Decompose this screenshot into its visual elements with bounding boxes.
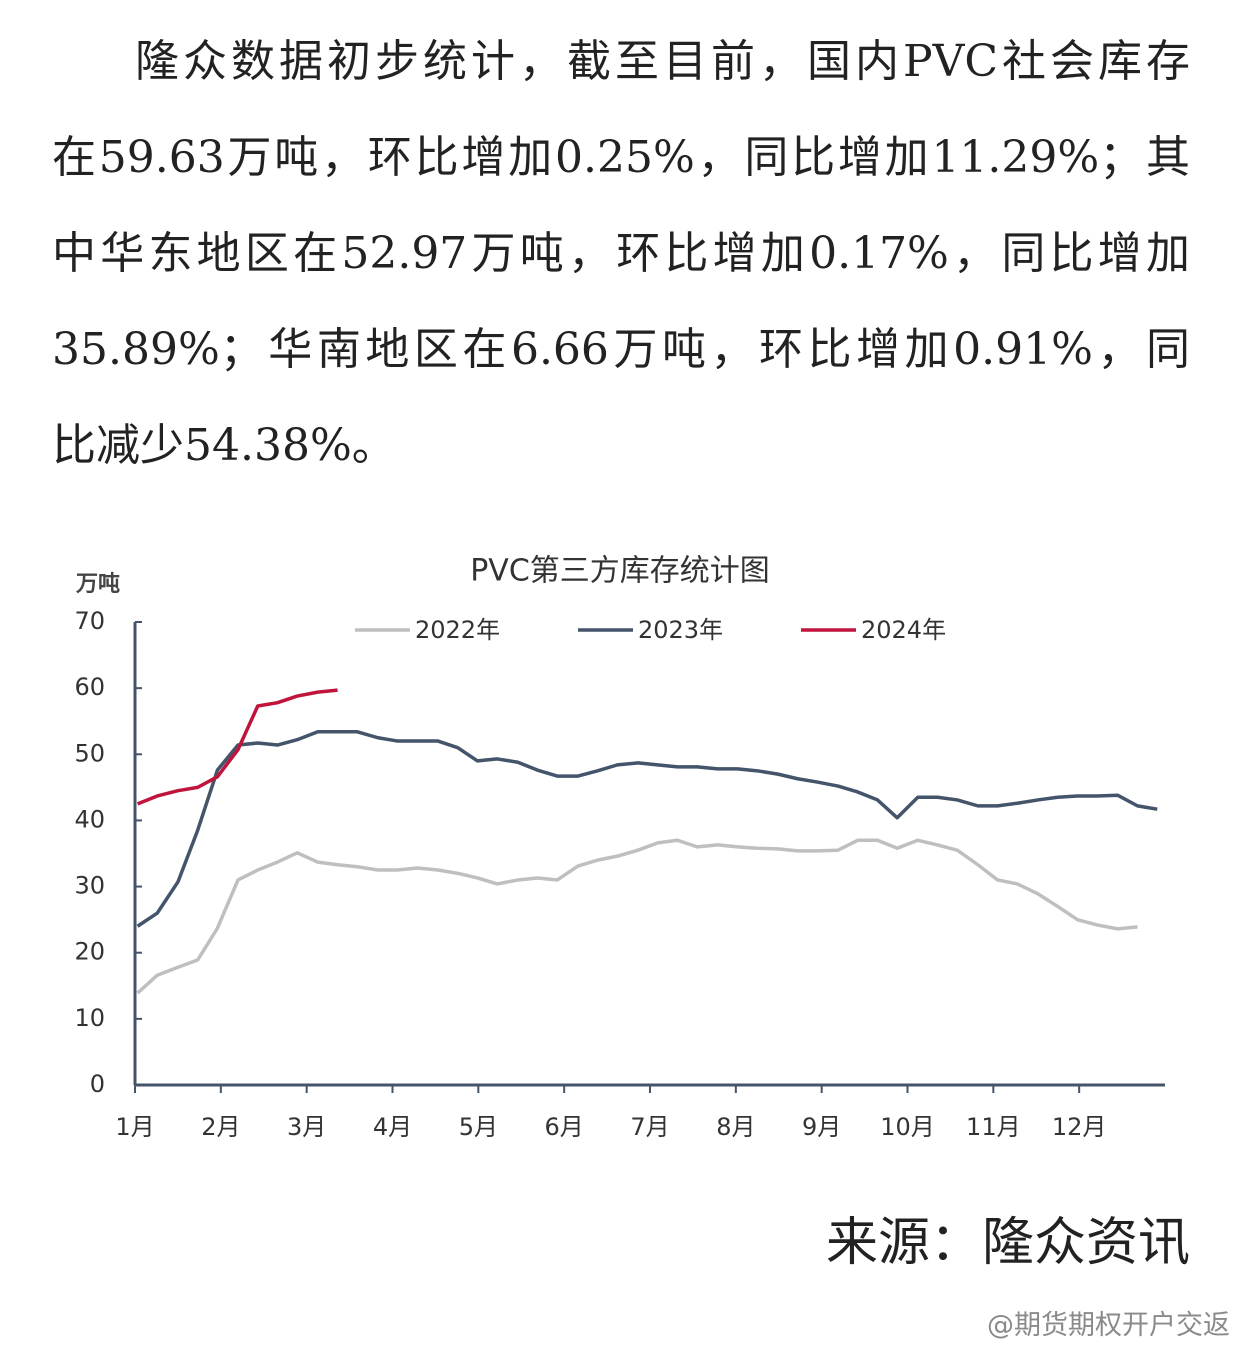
- y-tick-label: 50: [74, 739, 105, 767]
- x-tick-label: 3月: [287, 1113, 326, 1141]
- x-tick-label: 6月: [545, 1113, 584, 1141]
- y-tick-label: 20: [74, 938, 105, 966]
- series-line: [136, 730, 1158, 928]
- source: 来源：隆众资讯: [825, 1213, 1190, 1273]
- y-tick-label: 10: [74, 1004, 105, 1032]
- y-tick-label: 0: [90, 1070, 105, 1098]
- y-tick-label: 40: [74, 805, 105, 833]
- chart-title: PVC第三方库存统计图: [470, 554, 770, 589]
- x-tick-label: 4月: [373, 1113, 412, 1141]
- paragraph-line: 隆众数据初步统计，截至目前，国内PVC社会库存: [135, 36, 1190, 87]
- y-tick-label: 30: [74, 872, 105, 900]
- y-tick-label: 60: [74, 673, 105, 701]
- legend-label: 2024年: [861, 616, 946, 644]
- x-tick-label: 11月: [966, 1113, 1021, 1141]
- x-tick-label: 2月: [201, 1113, 240, 1141]
- legend-label: 2022年: [415, 616, 500, 644]
- x-tick-label: 9月: [802, 1113, 841, 1141]
- x-tick-label: 8月: [716, 1113, 755, 1141]
- legend-label: 2023年: [638, 616, 723, 644]
- x-tick-label: 12月: [1052, 1113, 1107, 1141]
- watermark: @期货期权开户交返: [987, 1310, 1230, 1341]
- x-tick-label: 1月: [115, 1113, 154, 1141]
- x-tick-label: 10月: [880, 1113, 935, 1141]
- y-axis-label: 万吨: [75, 572, 120, 597]
- x-tick-label: 7月: [630, 1113, 669, 1141]
- x-tick-label: 5月: [459, 1113, 498, 1141]
- paragraph-line: 中华东地区在52.97万吨，环比增加0.17%，同比增加: [52, 228, 1190, 279]
- y-tick-label: 70: [74, 607, 105, 635]
- paragraph-line: 比减少54.38%。: [52, 420, 396, 471]
- paragraph-line: 在59.63万吨，环比增加0.25%，同比增加11.29%；其: [52, 132, 1190, 183]
- paragraph-line: 35.89%；华南地区在6.66万吨，环比增加0.91%，同: [52, 324, 1190, 375]
- series-line: [136, 838, 1138, 995]
- series-line: [136, 688, 338, 806]
